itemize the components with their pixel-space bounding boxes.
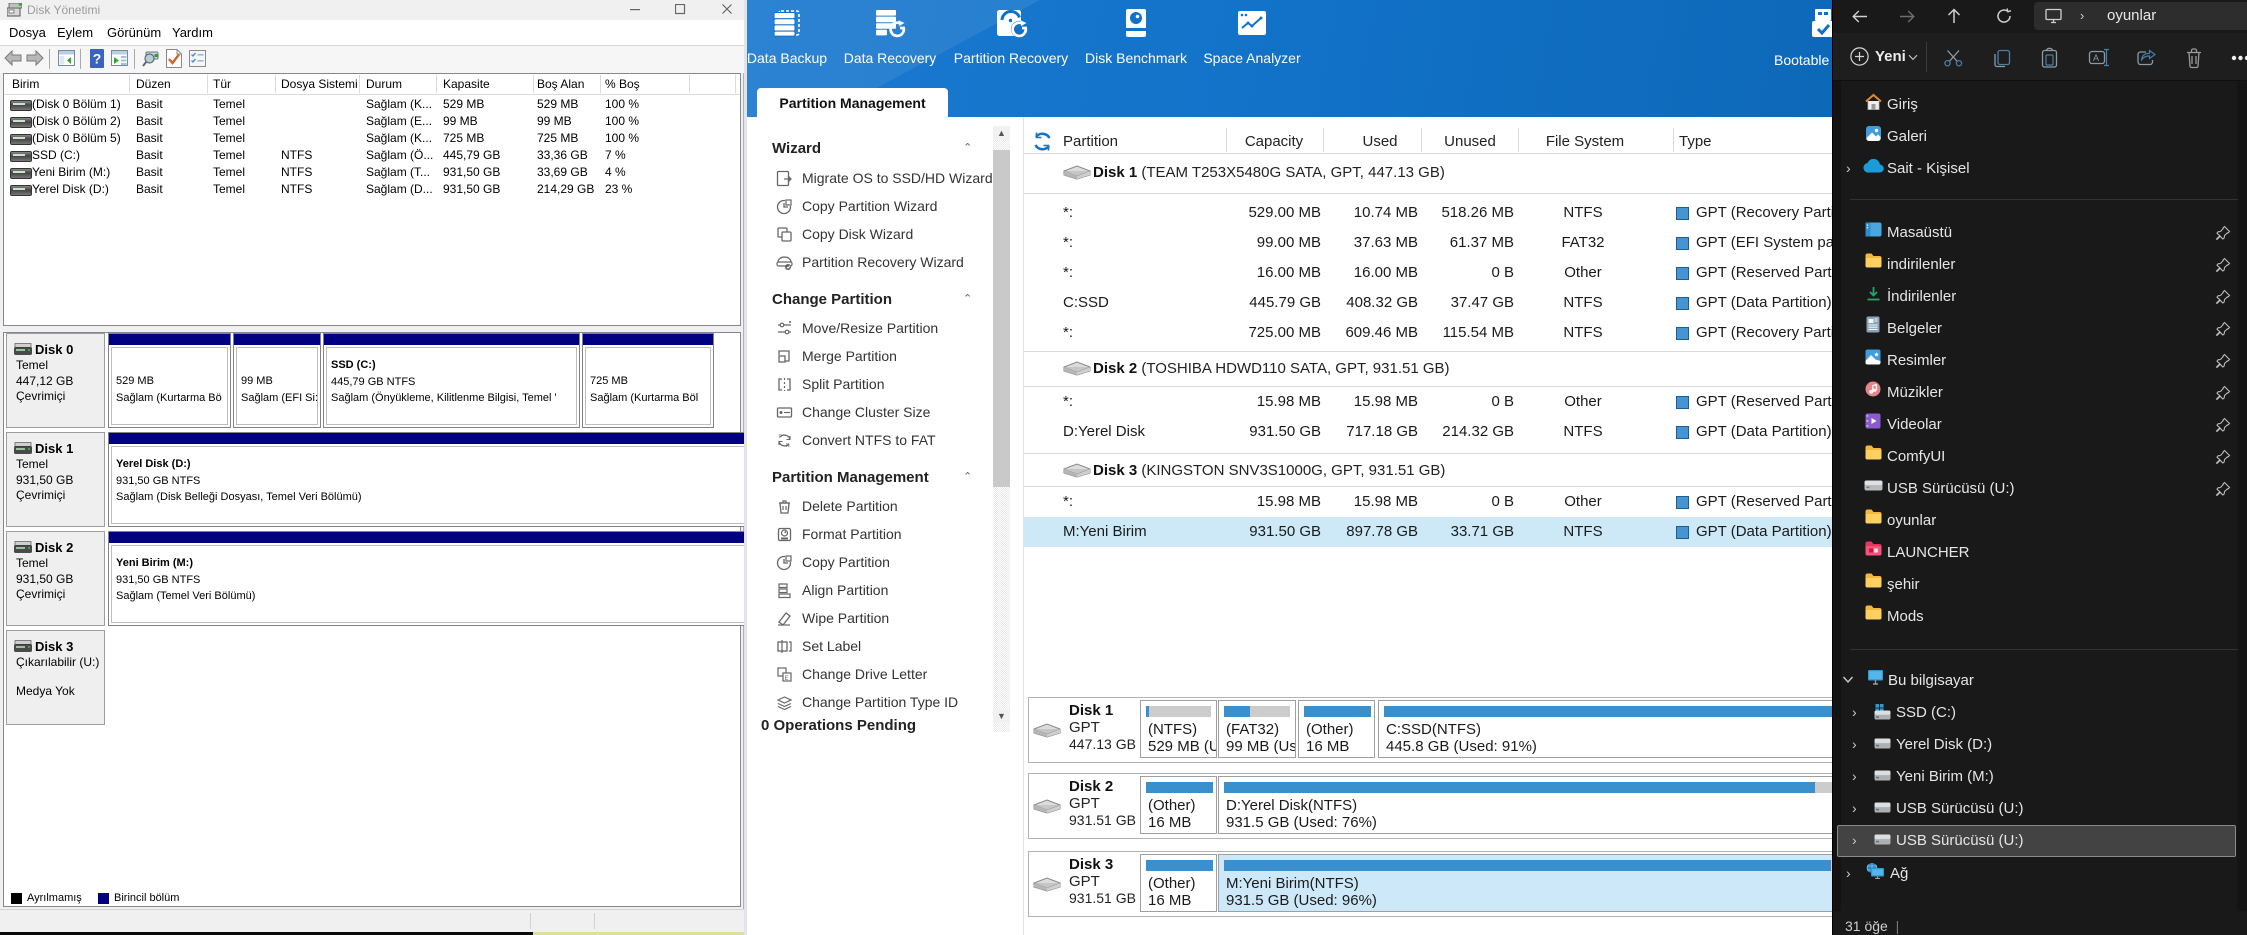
svg-text:A: A bbox=[2093, 53, 2099, 63]
svg-text:N: N bbox=[786, 443, 790, 449]
svg-text:F: F bbox=[779, 434, 782, 440]
svg-text:?: ? bbox=[93, 51, 102, 67]
svg-text:E: E bbox=[785, 676, 789, 682]
